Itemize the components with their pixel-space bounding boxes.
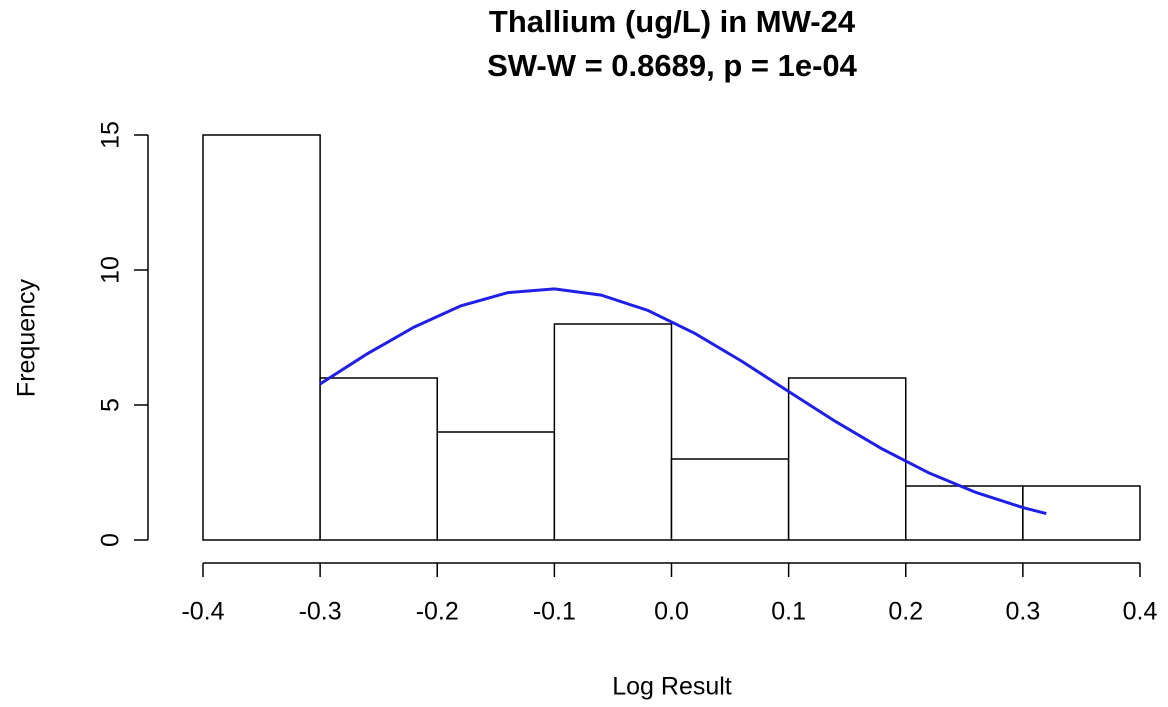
histogram-bar <box>319 377 438 541</box>
y-tick-label: 10 <box>97 256 125 284</box>
histogram-bar <box>905 485 1024 541</box>
x-axis-label: Log Result <box>612 673 732 701</box>
x-tick-label: 0.3 <box>1005 598 1040 626</box>
y-tick-label: 0 <box>97 533 125 547</box>
x-tick-label: -0.2 <box>416 598 459 626</box>
x-tick-label: 0.1 <box>771 598 806 626</box>
histogram-bar <box>436 431 556 541</box>
x-tick-label: -0.1 <box>533 598 576 626</box>
x-tick-label: 0.0 <box>654 598 689 626</box>
normal-curve <box>319 287 1047 515</box>
y-tick-label: 5 <box>97 398 125 412</box>
x-tick-label: -0.3 <box>299 598 342 626</box>
chart-title: Thallium (ug/L) in MW-24 <box>489 4 856 39</box>
y-tick-label: 15 <box>97 121 125 149</box>
y-axis-label: Frequency <box>13 278 41 397</box>
histogram-bar <box>553 323 673 541</box>
histogram-bar <box>202 134 321 541</box>
x-tick-label: -0.4 <box>181 598 224 626</box>
x-tick-label: 0.4 <box>1123 598 1158 626</box>
x-tick-label: 0.2 <box>888 598 923 626</box>
histogram-bar <box>670 458 790 541</box>
chart-subtitle: SW-W = 0.8689, p = 1e-04 <box>487 48 858 83</box>
